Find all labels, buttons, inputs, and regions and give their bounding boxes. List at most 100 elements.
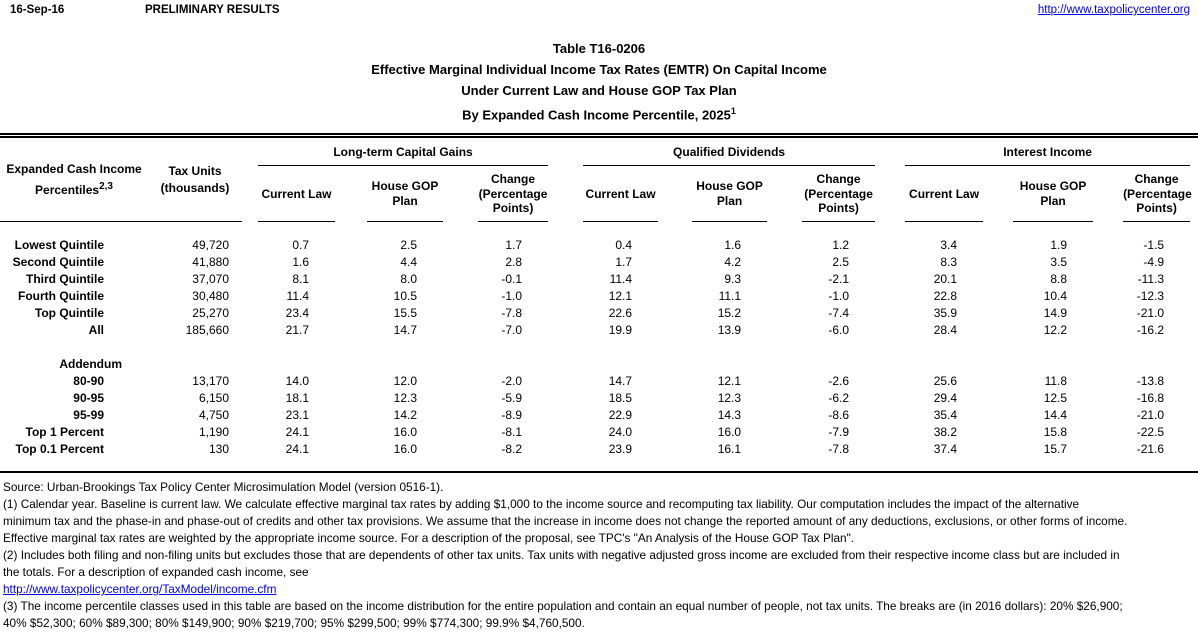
cell-value: 1.6: [292, 255, 309, 270]
footer-notes: Source: Urban-Brookings Tax Policy Cente…: [0, 473, 1198, 632]
gap-cell: [875, 356, 905, 373]
gap-cell: [875, 322, 905, 339]
gap-cell: [1093, 390, 1123, 407]
cell-value: 25.6: [933, 374, 958, 389]
cell-value: 22.6: [608, 306, 633, 321]
gap-cell: [335, 254, 367, 271]
subtitle-percentile-text: By Expanded Cash Income Percentile, 2025: [462, 107, 731, 123]
cell-value: -8.6: [828, 408, 850, 423]
gap-cell: [983, 373, 1013, 390]
cell-value: -8.1: [501, 425, 523, 440]
gap-cell: [1093, 373, 1123, 390]
cell-value: 12.3: [393, 391, 417, 406]
gap-cell: [1190, 288, 1198, 305]
cell-value: -8.9: [501, 408, 523, 423]
gap-cell: [1093, 356, 1123, 373]
cell-tax-units: 1,190: [198, 425, 229, 440]
cell-value: 14.3: [717, 408, 742, 423]
gap-cell: [767, 390, 802, 407]
cell-value: 16.1: [717, 442, 742, 457]
col-header-income-percentiles: Expanded Cash Income Percentiles2,3: [0, 135, 148, 223]
gap-cell: [335, 441, 367, 472]
row-label: 90-95: [73, 391, 104, 406]
table-row: All 185,660 21.7 14.7 -7.0 19.9 13.9 -6.0 28.4 12…: [0, 322, 1198, 339]
cell-value: -7.4: [828, 306, 850, 321]
gap-cell: [443, 356, 478, 373]
taxpolicycenter-link[interactable]: http://www.taxpolicycenter.org: [1037, 4, 1190, 16]
gap-cell: [335, 271, 367, 288]
table-row: Top Quintile 25,270 23.4 15.5 -7.8 22.6 15.2 -7…: [0, 305, 1198, 322]
gap-cell: [548, 305, 583, 322]
table-row: 80-90 13,170 14.0 12.0 -2.0 14.7 12.1 -2.6 25.6 1…: [0, 373, 1198, 390]
gap-cell: [767, 356, 802, 373]
blank-cell: [0, 339, 1198, 356]
cell-value: 14.7: [393, 323, 417, 338]
cell-value: -6.2: [828, 391, 850, 406]
gap-cell: [335, 424, 367, 441]
spacer: [658, 166, 692, 222]
cell-value: 9.3: [724, 272, 742, 287]
subtitle-percentile: By Expanded Cash Income Percentile, 2025…: [0, 101, 1198, 125]
cell-value: 2.8: [505, 255, 523, 270]
gap-cell: [335, 373, 367, 390]
gap-cell: [767, 254, 802, 271]
cell-value: [258, 356, 335, 373]
cell-value: -7.8: [828, 442, 850, 457]
cell-value: 37.4: [933, 442, 958, 457]
gap-cell: [983, 407, 1013, 424]
cell-value: 3.4: [940, 238, 958, 253]
gap-cell: [1093, 222, 1123, 255]
cell-value: 28.4: [933, 323, 958, 338]
cell-value: 8.3: [940, 255, 958, 270]
cell-value: 38.2: [933, 425, 958, 440]
cell-value: 12.0: [393, 374, 417, 389]
cell-value: 14.4: [1043, 408, 1068, 423]
gap-cell: [548, 254, 583, 271]
cell-value: -21.0: [1136, 306, 1165, 321]
row-label: Fourth Quintile: [18, 289, 104, 304]
cell-value: 23.9: [608, 442, 633, 457]
gap-cell: [548, 373, 583, 390]
cell-value: 0.4: [615, 238, 633, 253]
gap-cell: [658, 407, 692, 424]
gap-cell: [983, 322, 1013, 339]
table-row: 90-95 6,150 18.1 12.3 -5.9 18.5 12.3 -6.2 29.4 12…: [0, 390, 1198, 407]
preliminary-results-label: PRELIMINARY RESULTS: [145, 4, 280, 16]
cell-value: 12.1: [717, 374, 742, 389]
cell-value: 0.7: [292, 238, 309, 253]
cell-value: -22.5: [1136, 425, 1165, 440]
footnote-1: (1) Calendar year. Baseline is current l…: [3, 497, 1128, 546]
gap-cell: [875, 441, 905, 472]
gap-cell: [983, 288, 1013, 305]
gap-cell: [875, 424, 905, 441]
cell-value: 1.7: [615, 255, 633, 270]
cell-value: 11.4: [286, 289, 309, 304]
income-definition-link[interactable]: http://www.taxpolicycenter.org/TaxModel/…: [3, 582, 277, 597]
table-row: Addendum: [0, 356, 1198, 373]
col-header-ltcg-change: Change (Percentage Points): [478, 165, 549, 223]
subtitle-plan: Under Current Law and House GOP Tax Plan: [461, 83, 737, 98]
gap-cell: [242, 390, 258, 407]
cell-tax-units: 130: [208, 442, 229, 457]
cell-value: 19.9: [608, 323, 633, 338]
cell-value: 12.3: [717, 391, 742, 406]
cell-value: 14.0: [285, 374, 309, 389]
gap-cell: [1093, 288, 1123, 305]
gap-cell: [335, 288, 367, 305]
table-number: Table T16-0206: [552, 41, 646, 56]
spacer: [548, 136, 583, 222]
gap-cell: [548, 441, 583, 472]
cell-value: -8.2: [501, 442, 523, 457]
row-label: Top 0.1 Percent: [15, 442, 104, 457]
col-header-ltcg-current-law: Current Law: [258, 165, 335, 223]
cell-tax-units: 25,270: [192, 306, 229, 321]
table-row: Lowest Quintile 49,720 0.7 2.5 1.7 0.4 1.6 1.2 3…: [0, 222, 1198, 255]
gap-cell: [658, 254, 692, 271]
top-bar: 16-Sep-16 PRELIMINARY RESULTS http://www…: [0, 0, 1198, 22]
gap-cell: [1190, 356, 1198, 373]
gap-cell: [1093, 322, 1123, 339]
row-label: Top Quintile: [34, 306, 104, 321]
table-row: Top 0.1 Percent 130 24.1 16.0 -8.2 23.9 16.1 -7…: [0, 441, 1198, 472]
gap-cell: [658, 305, 692, 322]
